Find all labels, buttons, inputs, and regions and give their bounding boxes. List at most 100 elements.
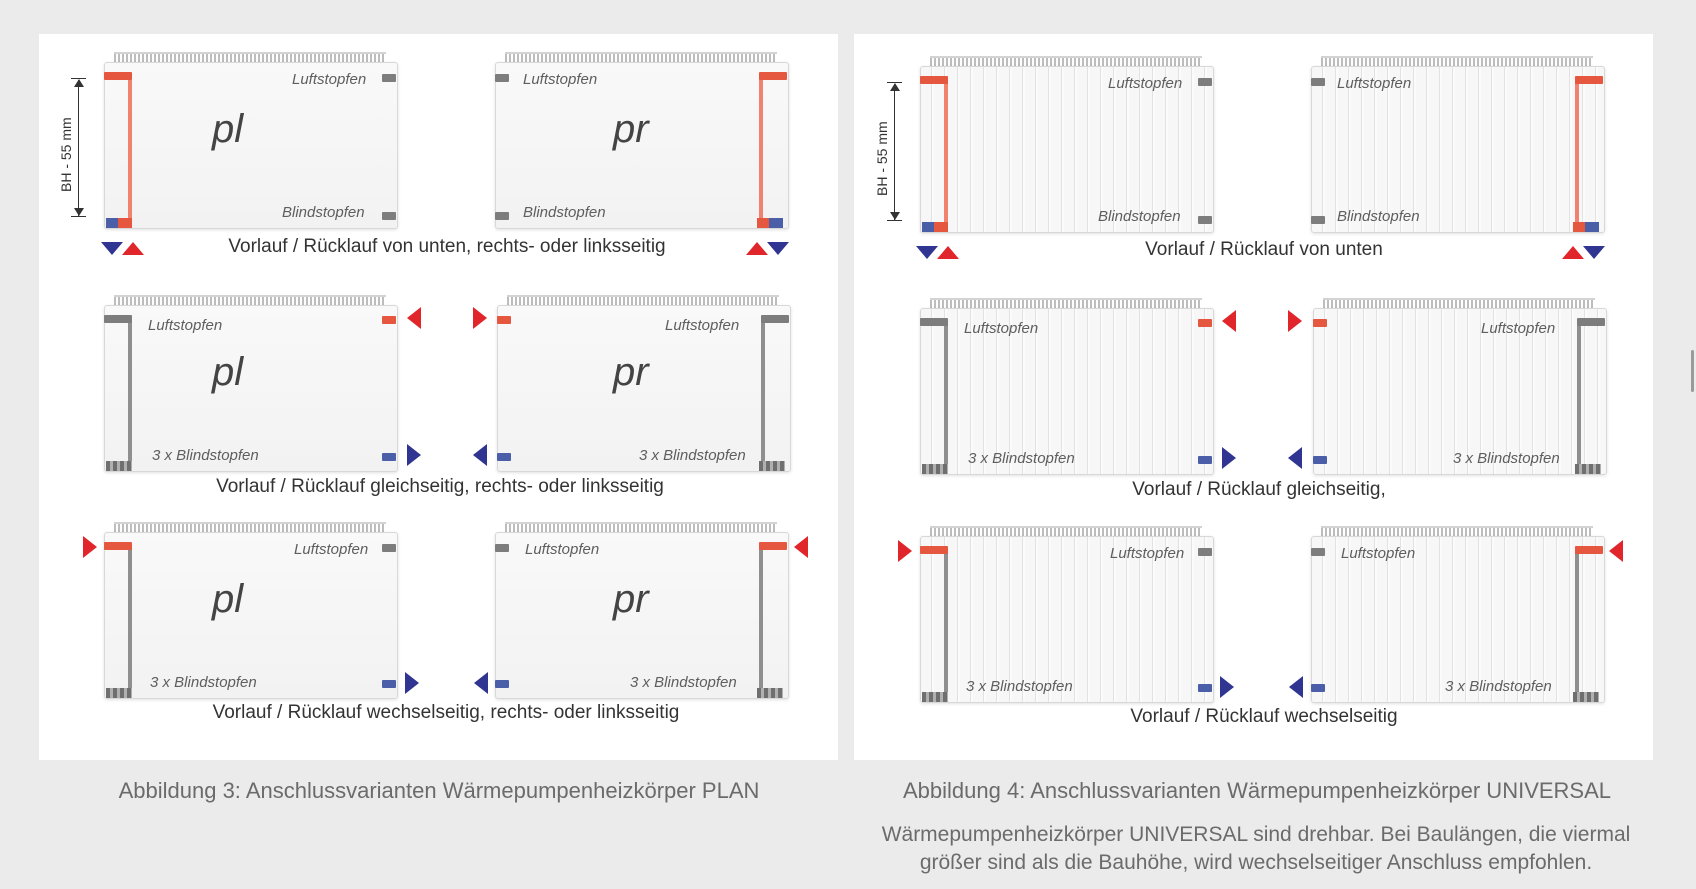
flow-connector (382, 316, 396, 324)
flow-arrow (794, 536, 808, 558)
radiator-plan-row3-pl: Luftstopfen 3 x Blindstopfen pl (104, 522, 398, 699)
flow-connector (104, 72, 132, 80)
radiator-plan-row2-pr: Luftstopfen 3 x Blindstopfen pr (497, 295, 791, 472)
variant-label-pl: pl (212, 350, 244, 394)
flow-arrow (1222, 310, 1236, 332)
universal-note: Wärmepumpenheizkörper UNIVERSAL sind dre… (881, 823, 1631, 874)
plug (495, 74, 509, 82)
plan-row2-caption: Vorlauf / Rücklauf gleichseitig, rechts-… (216, 476, 664, 497)
luftstopfen-label: Luftstopfen (523, 71, 598, 88)
blindstopfen-3x-label: 3 x Blindstopfen (152, 447, 259, 464)
variant-label-pl: pl (212, 107, 244, 151)
radiator-grille (505, 522, 777, 533)
blindstopfen-label: Blindstopfen (523, 204, 606, 221)
luftstopfen-label: Luftstopfen (1481, 320, 1556, 337)
radiator-grille (1321, 56, 1593, 67)
radiator-universal-row2-right: Luftstopfen 3 x Blindstopfen (1313, 298, 1607, 475)
return-connector (497, 453, 511, 461)
return-connector (382, 453, 396, 461)
scrollbar-thumb[interactable] (1691, 350, 1694, 392)
radiator-panel (920, 66, 1214, 233)
figure-4-caption: Abbildung 4: Anschlussvarianten Wärmepum… (902, 778, 1612, 803)
return-arrow (1222, 447, 1236, 469)
luftstopfen-label: Luftstopfen (294, 541, 369, 558)
internal-pipe (128, 546, 132, 696)
return-arrow (473, 444, 487, 466)
luftstopfen-label: Luftstopfen (964, 320, 1039, 337)
bottom-connection (757, 218, 783, 228)
return-arrow (767, 242, 789, 255)
radiator-panel (1311, 536, 1605, 703)
return-arrow (1583, 246, 1605, 259)
flow-arrow (407, 307, 421, 329)
plug (1311, 216, 1325, 224)
radiator-plan-row2-pl: Luftstopfen 3 x Blindstopfen pl (104, 295, 398, 472)
luftstopfen-label: Luftstopfen (148, 317, 223, 334)
return-arrow (405, 672, 419, 694)
radiator-panel (920, 536, 1214, 703)
radiator-panel (495, 62, 789, 229)
radiator-panel (497, 305, 791, 472)
radiator-plan-row1-pl: Luftstopfen Blindstopfen pl (104, 52, 398, 229)
flow-arrow (898, 540, 912, 562)
bottom-plugs (759, 461, 785, 471)
radiator-panel (1313, 308, 1607, 475)
blindstopfen-3x-label: 3 x Blindstopfen (968, 450, 1075, 467)
luftstopfen-label: Luftstopfen (1341, 545, 1416, 562)
radiator-plan-row3-pr: Luftstopfen 3 x Blindstopfen pr (495, 522, 789, 699)
radiator-grille (1323, 298, 1595, 309)
flow-connector (759, 542, 787, 550)
flow-connector (104, 542, 132, 550)
flow-pipe (128, 76, 132, 226)
plug (495, 212, 509, 220)
radiator-grille (1321, 526, 1593, 537)
dimension-label: BH - 55 mm (874, 121, 890, 196)
radiator-panel (104, 532, 398, 699)
dimension-marker: BH - 55 mm (58, 78, 88, 218)
plug (104, 315, 132, 323)
plug (1198, 548, 1212, 556)
dimension-label: BH - 55 mm (58, 117, 74, 192)
radiator-grille (930, 298, 1202, 309)
flow-connector (1198, 319, 1212, 327)
bottom-connection (922, 222, 948, 232)
blindstopfen-3x-label: 3 x Blindstopfen (1445, 678, 1552, 695)
return-connector (382, 680, 396, 688)
radiator-grille (930, 526, 1202, 537)
return-connector (1198, 684, 1212, 692)
return-connector (1311, 684, 1325, 692)
radiator-panel (1311, 66, 1605, 233)
radiator-grille (114, 522, 386, 533)
blindstopfen-3x-label: 3 x Blindstopfen (1453, 450, 1560, 467)
radiator-panel (495, 532, 789, 699)
bottom-plugs (757, 688, 783, 698)
bottom-plugs (922, 464, 948, 474)
internal-pipe (944, 322, 948, 472)
flow-connector (920, 76, 948, 84)
radiator-plan-row1-pr: Luftstopfen Blindstopfen pr (495, 52, 789, 229)
return-arrow (916, 246, 938, 259)
flow-arrow (473, 307, 487, 329)
internal-pipe (1577, 322, 1581, 472)
flow-connector (1575, 76, 1603, 84)
bottom-plugs (1573, 692, 1599, 702)
blindstopfen-label: Blindstopfen (1337, 208, 1420, 225)
flow-arrow (937, 246, 959, 259)
bottom-connection (1573, 222, 1599, 232)
plug (495, 544, 509, 552)
flow-connector (1575, 546, 1603, 554)
flow-pipe (1575, 80, 1579, 230)
universal-row1-caption: Vorlauf / Rücklauf von unten (1145, 239, 1383, 260)
radiator-panel (104, 305, 398, 472)
flow-arrow (83, 536, 97, 558)
radiator-panel (920, 308, 1214, 475)
internal-pipe (761, 319, 765, 469)
flow-arrow (1562, 246, 1584, 259)
radiator-universal-row1-left: Luftstopfen Blindstopfen (920, 56, 1214, 233)
return-arrow (1289, 676, 1303, 698)
radiator-grille (114, 52, 386, 63)
bottom-plugs (1575, 464, 1601, 474)
internal-pipe (759, 546, 763, 696)
radiator-grille (507, 295, 779, 306)
plug (761, 315, 789, 323)
